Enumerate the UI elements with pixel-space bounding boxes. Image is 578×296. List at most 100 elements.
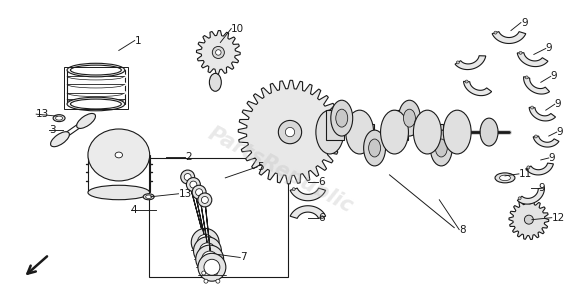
Ellipse shape — [197, 234, 213, 250]
Polygon shape — [391, 110, 409, 140]
Polygon shape — [526, 163, 553, 175]
Polygon shape — [238, 80, 342, 184]
Ellipse shape — [88, 185, 150, 200]
Text: 6: 6 — [318, 213, 324, 223]
Ellipse shape — [216, 279, 220, 283]
Ellipse shape — [279, 120, 302, 144]
Ellipse shape — [71, 99, 121, 109]
Polygon shape — [355, 124, 373, 152]
Text: 2: 2 — [186, 152, 192, 162]
Polygon shape — [290, 188, 325, 201]
Polygon shape — [198, 186, 210, 263]
Text: 9: 9 — [549, 153, 555, 163]
Ellipse shape — [286, 127, 295, 137]
Ellipse shape — [190, 181, 197, 188]
Text: 9: 9 — [539, 183, 546, 193]
Polygon shape — [425, 124, 443, 152]
Ellipse shape — [457, 61, 460, 64]
Text: 7: 7 — [240, 252, 247, 263]
Ellipse shape — [216, 50, 221, 55]
Text: 9: 9 — [521, 17, 528, 28]
Ellipse shape — [77, 113, 95, 128]
Ellipse shape — [197, 254, 201, 258]
Ellipse shape — [71, 65, 121, 75]
Ellipse shape — [198, 193, 212, 207]
Text: 13: 13 — [36, 109, 50, 119]
Text: 9: 9 — [546, 44, 553, 54]
Text: 4: 4 — [131, 205, 138, 215]
Ellipse shape — [198, 253, 226, 281]
Ellipse shape — [435, 139, 447, 157]
Ellipse shape — [212, 263, 216, 267]
Ellipse shape — [331, 100, 353, 136]
Ellipse shape — [321, 216, 324, 219]
Ellipse shape — [431, 130, 452, 166]
Ellipse shape — [55, 116, 62, 120]
Ellipse shape — [187, 178, 201, 192]
Text: 9: 9 — [555, 99, 561, 109]
Ellipse shape — [209, 73, 221, 91]
Text: 13: 13 — [179, 189, 192, 199]
Text: 5: 5 — [257, 162, 264, 172]
Polygon shape — [204, 194, 212, 271]
Polygon shape — [455, 56, 486, 70]
Ellipse shape — [143, 194, 154, 200]
Polygon shape — [192, 179, 208, 255]
Ellipse shape — [413, 110, 441, 154]
Ellipse shape — [204, 259, 220, 275]
Ellipse shape — [499, 175, 510, 181]
Polygon shape — [290, 206, 325, 218]
Ellipse shape — [398, 100, 420, 136]
Text: 1: 1 — [135, 36, 142, 46]
Ellipse shape — [115, 152, 123, 158]
Ellipse shape — [204, 279, 208, 283]
Ellipse shape — [199, 263, 203, 267]
Ellipse shape — [346, 110, 373, 154]
Ellipse shape — [364, 130, 386, 166]
Ellipse shape — [192, 185, 206, 199]
Text: 11: 11 — [519, 169, 532, 179]
Ellipse shape — [67, 97, 125, 111]
Ellipse shape — [531, 106, 533, 109]
Polygon shape — [326, 110, 344, 140]
Ellipse shape — [194, 237, 221, 265]
Ellipse shape — [380, 110, 409, 154]
Text: 8: 8 — [459, 225, 466, 235]
Ellipse shape — [191, 229, 219, 256]
Ellipse shape — [53, 115, 65, 122]
Ellipse shape — [403, 109, 416, 127]
Text: 3: 3 — [49, 125, 55, 135]
Bar — [149, 158, 288, 277]
Polygon shape — [529, 107, 555, 121]
Polygon shape — [517, 188, 544, 204]
Ellipse shape — [214, 271, 218, 275]
Polygon shape — [464, 81, 492, 96]
Ellipse shape — [480, 118, 498, 146]
Ellipse shape — [519, 51, 522, 54]
Ellipse shape — [527, 166, 530, 169]
Polygon shape — [492, 32, 526, 44]
Ellipse shape — [369, 139, 380, 157]
Ellipse shape — [524, 215, 533, 224]
Ellipse shape — [146, 195, 151, 199]
Ellipse shape — [316, 110, 344, 154]
Ellipse shape — [212, 46, 224, 59]
Ellipse shape — [495, 173, 515, 183]
Ellipse shape — [535, 135, 538, 138]
Polygon shape — [509, 200, 549, 239]
Ellipse shape — [209, 254, 213, 258]
Polygon shape — [517, 53, 548, 67]
Ellipse shape — [181, 170, 195, 184]
Polygon shape — [524, 77, 550, 94]
Ellipse shape — [202, 271, 206, 275]
Ellipse shape — [202, 251, 218, 267]
Text: 9: 9 — [551, 71, 557, 81]
Ellipse shape — [184, 173, 191, 181]
Ellipse shape — [50, 132, 69, 147]
Ellipse shape — [443, 110, 471, 154]
Ellipse shape — [88, 129, 150, 181]
Text: 6: 6 — [318, 177, 324, 187]
Ellipse shape — [199, 243, 216, 259]
Polygon shape — [533, 136, 559, 147]
Polygon shape — [186, 171, 206, 246]
